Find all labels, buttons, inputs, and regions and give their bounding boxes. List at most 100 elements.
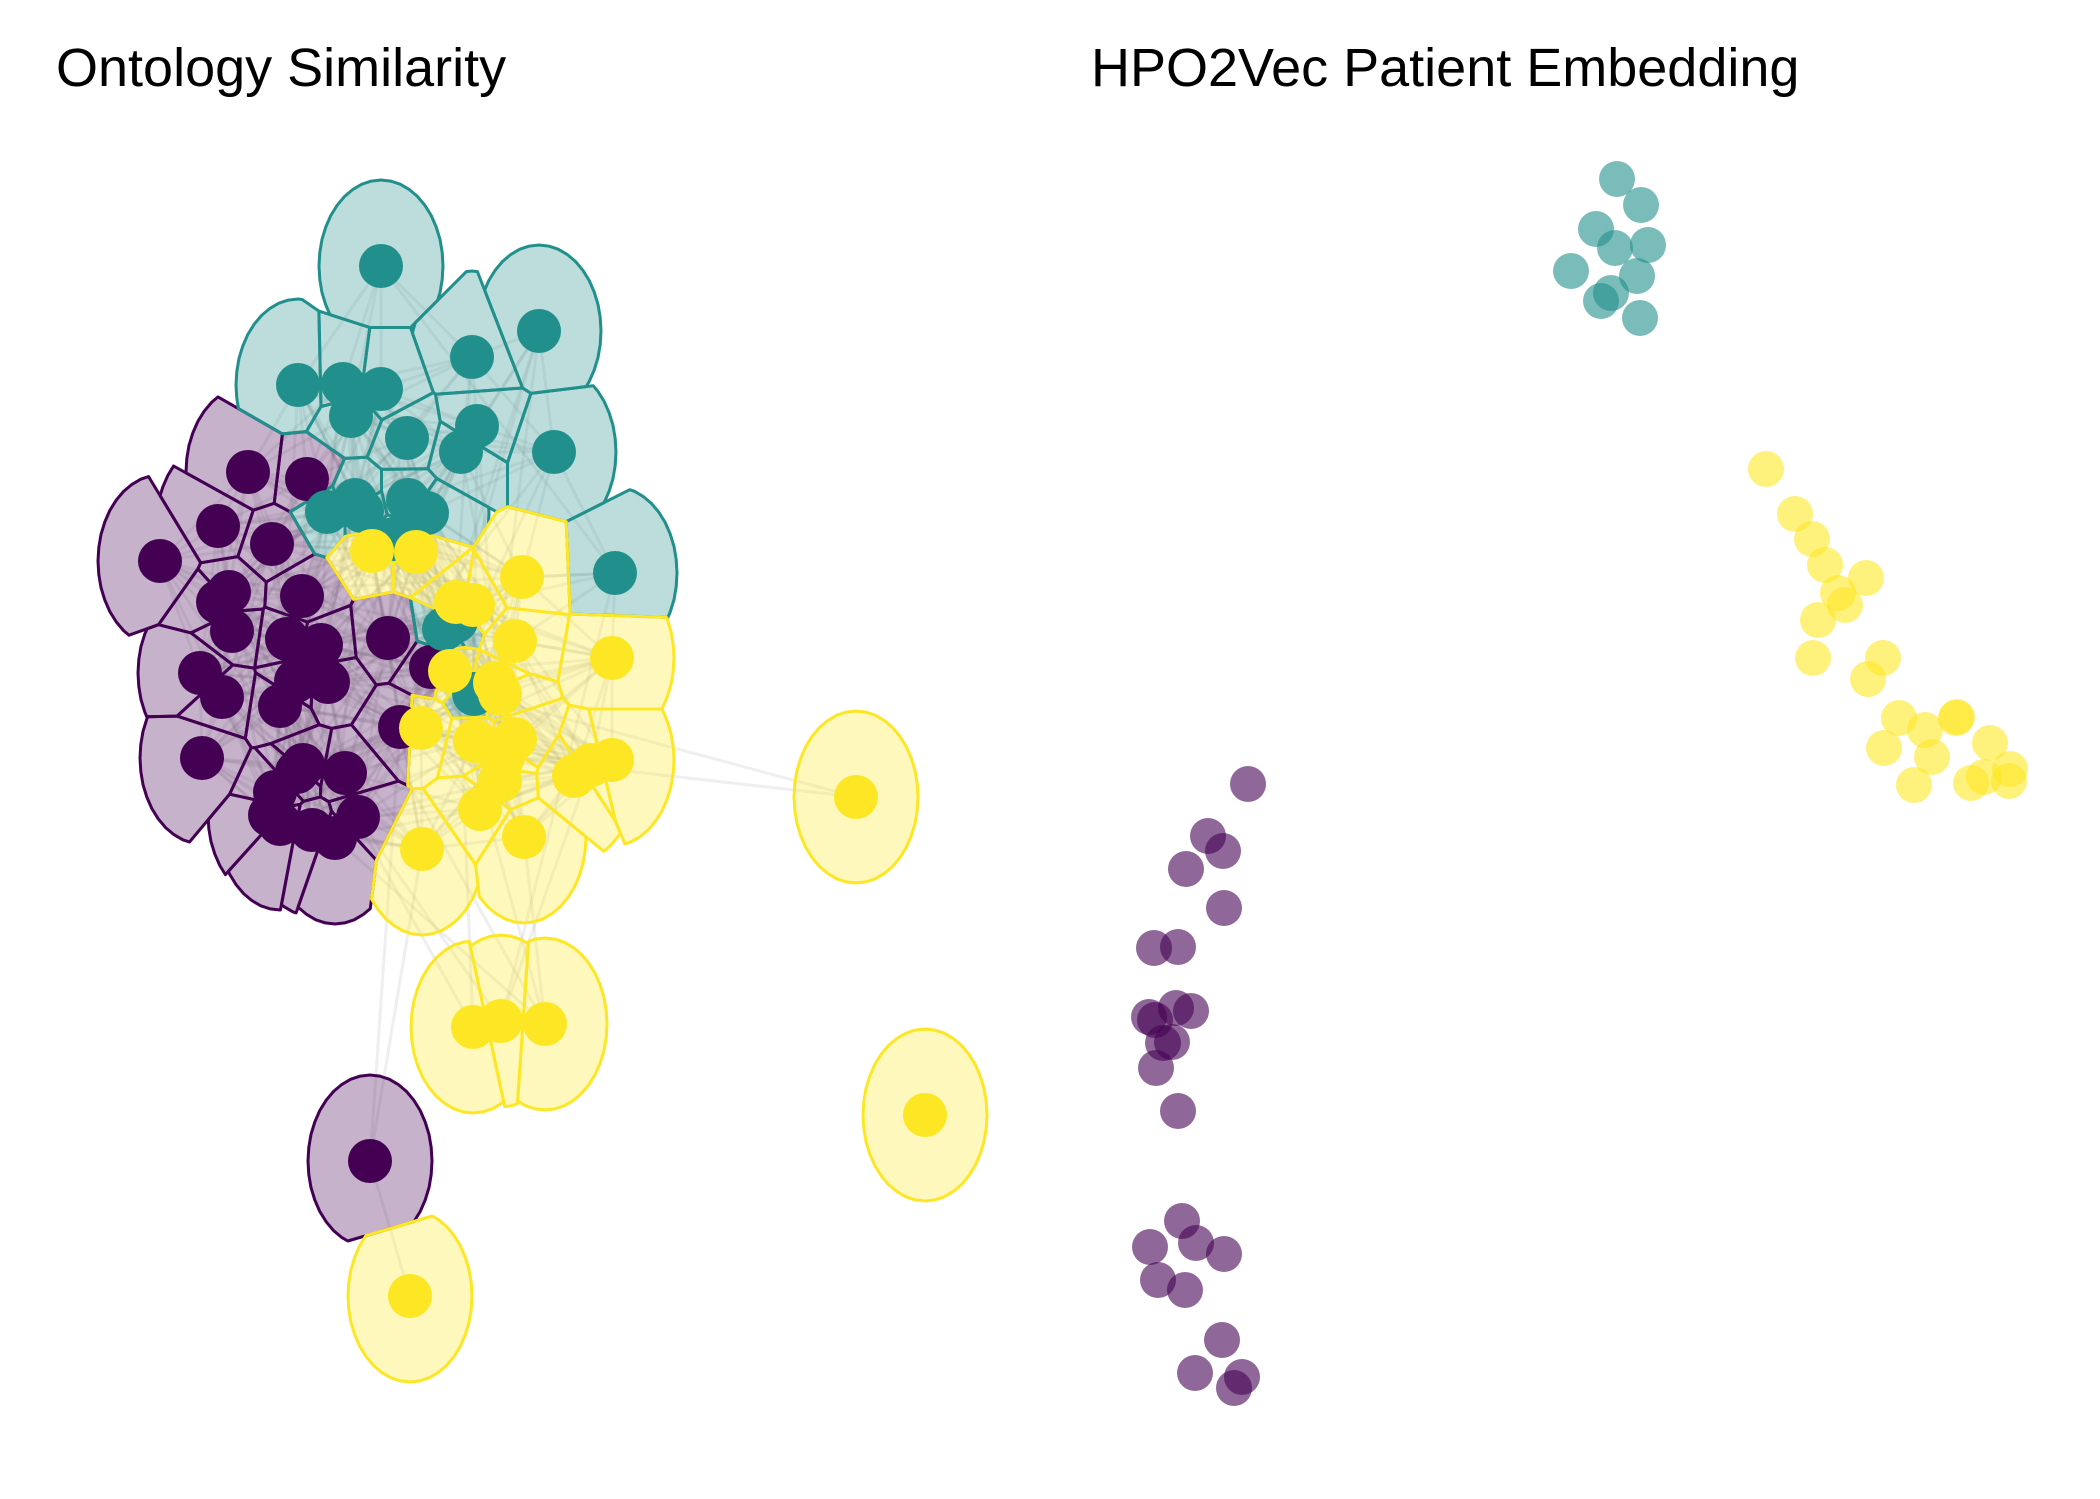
network-edge — [426, 450, 555, 515]
node-cluster-3 — [903, 1093, 947, 1137]
network-edge — [449, 656, 613, 673]
point-cluster-1 — [1160, 1093, 1196, 1129]
point-cluster-1 — [1168, 851, 1204, 887]
point-cluster-3 — [1748, 451, 1784, 487]
node-cluster-3 — [350, 529, 394, 573]
network-edge — [472, 571, 616, 607]
network-edge — [228, 549, 373, 594]
point-cluster-1 — [1206, 890, 1242, 926]
point-cluster-1 — [1137, 1002, 1173, 1038]
node-cluster-1 — [348, 1139, 392, 1183]
node-cluster-3 — [473, 661, 517, 705]
node-cluster-2 — [405, 491, 449, 535]
network-edge — [425, 512, 517, 642]
network-edge — [370, 550, 424, 850]
node-cluster-1 — [248, 793, 292, 837]
network-edge — [513, 640, 593, 766]
network-edge — [357, 739, 476, 819]
node-cluster-1 — [280, 574, 324, 618]
point-cluster-2 — [1593, 275, 1629, 311]
node-cluster-1 — [281, 743, 325, 787]
point-cluster-2 — [1619, 258, 1655, 294]
node-cluster-1 — [285, 457, 329, 501]
point-cluster-3 — [1907, 712, 1943, 748]
network-edge — [200, 638, 289, 759]
node-cluster-3 — [502, 815, 546, 859]
point-cluster-3 — [1966, 759, 2002, 795]
point-cluster-3 — [1896, 767, 1932, 803]
node-cluster-2 — [359, 367, 403, 411]
point-cluster-1 — [1204, 1322, 1240, 1358]
node-cluster-3 — [590, 636, 634, 680]
voronoi-cell-cluster-3 — [474, 796, 588, 925]
network-edge — [522, 836, 547, 1025]
point-cluster-1 — [1178, 1225, 1214, 1261]
point-cluster-2 — [1623, 187, 1659, 223]
node-cluster-3 — [428, 649, 472, 693]
title-ontology-similarity: Ontology Similarity — [56, 38, 506, 98]
point-cluster-1 — [1216, 1370, 1252, 1406]
node-cluster-1 — [366, 616, 410, 660]
node-cluster-1 — [138, 539, 182, 583]
point-cluster-2 — [1630, 227, 1666, 263]
node-cluster-1 — [323, 751, 367, 795]
network-edge — [319, 511, 329, 646]
ontology-similarity-plot — [96, 178, 989, 1384]
node-cluster-1 — [306, 660, 350, 704]
network-edge — [301, 594, 445, 631]
network-edge — [472, 603, 613, 660]
point-cluster-1 — [1136, 930, 1172, 966]
node-cluster-3 — [400, 827, 444, 871]
point-cluster-1 — [1167, 1272, 1203, 1308]
node-cluster-1 — [180, 736, 224, 780]
node-cluster-1 — [313, 816, 357, 860]
point-cluster-1 — [1206, 1236, 1242, 1272]
node-cluster-1 — [258, 684, 302, 728]
node-cluster-1 — [207, 570, 251, 614]
network-edge — [499, 764, 593, 1022]
node-cluster-3 — [451, 1005, 495, 1049]
network-edge — [216, 525, 289, 640]
network-edge — [325, 511, 390, 639]
hpo2vec-embedding-plot — [1131, 161, 2028, 1406]
network-nodes — [138, 244, 947, 1318]
point-cluster-3 — [1866, 730, 1902, 766]
point-cluster-2 — [1597, 230, 1633, 266]
node-cluster-2 — [450, 335, 494, 379]
point-cluster-3 — [1914, 739, 1950, 775]
point-cluster-3 — [1848, 560, 1884, 596]
point-cluster-3 — [1807, 547, 1843, 583]
point-cluster-1 — [1205, 833, 1241, 869]
network-edge — [459, 451, 524, 578]
network-edge — [454, 356, 474, 603]
node-cluster-3 — [478, 759, 522, 803]
node-cluster-3 — [569, 743, 613, 787]
network-edge — [271, 542, 389, 640]
node-cluster-1 — [299, 623, 343, 667]
network-edge — [368, 848, 424, 1162]
title-hpo2vec-embedding: HPO2Vec Patient Embedding — [1091, 38, 1799, 98]
node-cluster-2 — [439, 430, 483, 474]
node-cluster-2 — [333, 478, 377, 522]
node-cluster-3 — [493, 619, 537, 663]
node-cluster-2 — [517, 309, 561, 353]
network-edge — [386, 637, 477, 742]
point-cluster-3 — [1972, 725, 2008, 761]
network-edge — [513, 640, 576, 777]
point-cluster-3 — [1850, 661, 1886, 697]
node-cluster-1 — [210, 609, 254, 653]
point-cluster-1 — [1230, 766, 1266, 802]
node-cluster-2 — [321, 362, 365, 406]
point-cluster-3 — [1938, 700, 1974, 736]
network-edge — [368, 726, 402, 1162]
node-cluster-3 — [451, 583, 495, 627]
node-cluster-3 — [834, 775, 878, 819]
point-cluster-1 — [1177, 1355, 1213, 1391]
node-cluster-3 — [399, 706, 443, 750]
node-cluster-1 — [265, 617, 309, 661]
network-edge — [296, 265, 383, 386]
node-cluster-3 — [394, 530, 438, 574]
node-cluster-2 — [276, 363, 320, 407]
point-cluster-1 — [1132, 1229, 1168, 1265]
node-cluster-3 — [523, 1002, 567, 1046]
